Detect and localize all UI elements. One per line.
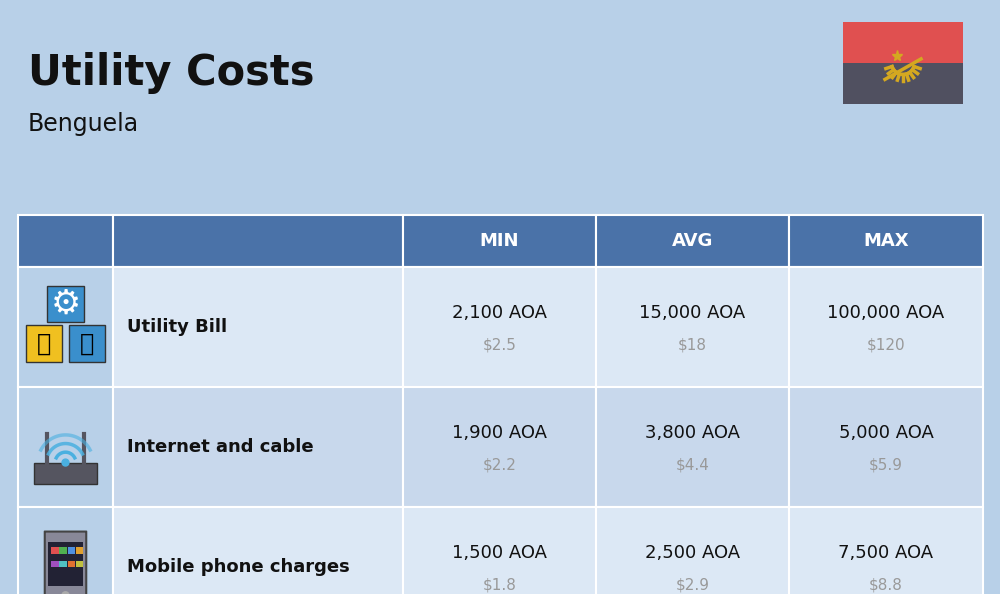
Bar bbox=[47, 286, 84, 322]
Bar bbox=[113, 387, 403, 507]
Text: $4.4: $4.4 bbox=[676, 457, 709, 472]
Bar bbox=[403, 507, 596, 594]
Bar bbox=[789, 507, 983, 594]
Bar bbox=[18, 215, 113, 267]
Text: $1.8: $1.8 bbox=[483, 577, 516, 592]
Bar bbox=[843, 63, 963, 104]
Text: 1,500 AOA: 1,500 AOA bbox=[452, 544, 547, 561]
Bar bbox=[113, 215, 403, 267]
Text: Utility Bill: Utility Bill bbox=[127, 318, 227, 336]
Text: MIN: MIN bbox=[480, 232, 519, 250]
Bar bbox=[843, 22, 963, 63]
Text: 2,100 AOA: 2,100 AOA bbox=[452, 304, 547, 321]
Text: 3,800 AOA: 3,800 AOA bbox=[645, 424, 740, 441]
Bar bbox=[596, 215, 789, 267]
Bar bbox=[76, 548, 83, 554]
Text: 🔌: 🔌 bbox=[37, 331, 51, 355]
Bar bbox=[51, 561, 59, 567]
Bar bbox=[596, 507, 789, 594]
Bar bbox=[68, 548, 75, 554]
Text: $2.2: $2.2 bbox=[483, 457, 516, 472]
Bar bbox=[403, 215, 596, 267]
Bar bbox=[18, 387, 113, 507]
Text: 5,000 AOA: 5,000 AOA bbox=[839, 424, 933, 441]
Text: 100,000 AOA: 100,000 AOA bbox=[827, 304, 945, 321]
Bar bbox=[51, 548, 59, 554]
Bar bbox=[68, 561, 75, 567]
FancyBboxPatch shape bbox=[45, 532, 86, 594]
Text: Mobile phone charges: Mobile phone charges bbox=[127, 558, 350, 576]
Bar bbox=[596, 387, 789, 507]
Bar bbox=[34, 463, 97, 484]
Bar bbox=[76, 561, 83, 567]
Text: 💧: 💧 bbox=[80, 331, 94, 355]
Text: $120: $120 bbox=[867, 337, 905, 352]
Text: $2.9: $2.9 bbox=[676, 577, 710, 592]
Bar bbox=[18, 267, 113, 387]
Bar bbox=[69, 326, 105, 362]
Text: AVG: AVG bbox=[672, 232, 713, 250]
Bar bbox=[403, 387, 596, 507]
Bar bbox=[113, 507, 403, 594]
Bar bbox=[789, 387, 983, 507]
Bar bbox=[596, 267, 789, 387]
Text: $18: $18 bbox=[678, 337, 707, 352]
Text: MAX: MAX bbox=[863, 232, 909, 250]
Circle shape bbox=[62, 592, 69, 594]
Text: 15,000 AOA: 15,000 AOA bbox=[639, 304, 746, 321]
Text: $8.8: $8.8 bbox=[869, 577, 903, 592]
Bar bbox=[59, 548, 67, 554]
Bar bbox=[789, 267, 983, 387]
Text: ⚙: ⚙ bbox=[50, 287, 81, 320]
Bar bbox=[48, 542, 83, 586]
Text: 7,500 AOA: 7,500 AOA bbox=[838, 544, 934, 561]
Text: 2,500 AOA: 2,500 AOA bbox=[645, 544, 740, 561]
Text: Benguela: Benguela bbox=[28, 112, 139, 136]
Text: $2.5: $2.5 bbox=[483, 337, 516, 352]
Text: Utility Costs: Utility Costs bbox=[28, 52, 314, 94]
Bar bbox=[59, 561, 67, 567]
Text: 1,900 AOA: 1,900 AOA bbox=[452, 424, 547, 441]
Bar bbox=[18, 507, 113, 594]
Bar bbox=[403, 267, 596, 387]
Bar bbox=[113, 267, 403, 387]
Bar bbox=[789, 215, 983, 267]
Circle shape bbox=[62, 459, 69, 466]
Bar bbox=[26, 326, 62, 362]
Text: Internet and cable: Internet and cable bbox=[127, 438, 314, 456]
Text: $5.9: $5.9 bbox=[869, 457, 903, 472]
